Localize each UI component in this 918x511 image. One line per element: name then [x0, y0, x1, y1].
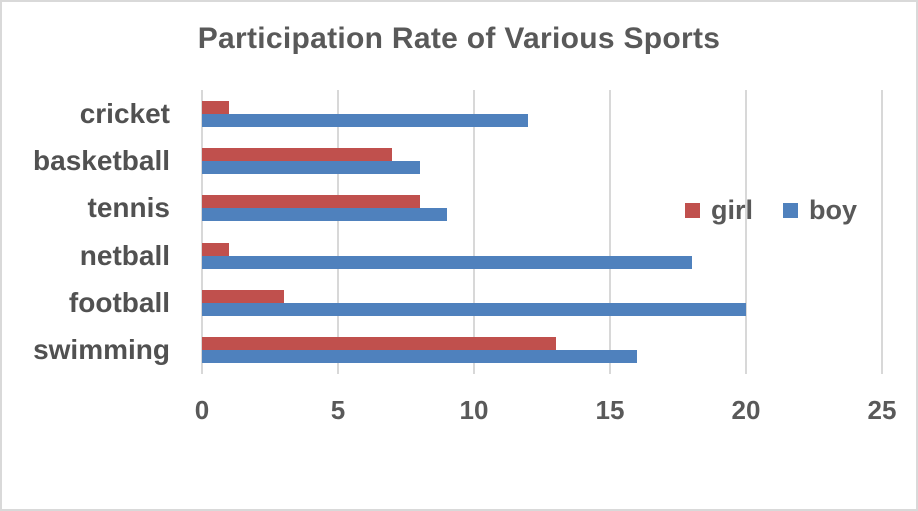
x-tick-label-20: 20 [731, 395, 761, 425]
bar-rows [202, 90, 882, 374]
bar-girl-basketball [202, 147, 393, 161]
category-label-netball: netball [79, 239, 170, 271]
bar-group-cricket [202, 90, 882, 137]
category-label-cricket: cricket [79, 97, 170, 129]
category-label-basketball: basketball [33, 144, 170, 176]
x-tick-label-5: 5 [330, 395, 346, 425]
bar-girl-football [202, 289, 284, 303]
bar-girl-netball [202, 242, 230, 256]
x-axis-tick-labels: 0 5 10 15 20 25 [195, 395, 897, 428]
gridline-15 [609, 90, 611, 374]
category-label-swimming: swimming [33, 334, 170, 366]
legend-item-boy: boy [783, 197, 857, 224]
bar-boy-basketball [202, 160, 420, 174]
category-label-football: football [68, 286, 170, 318]
chart-title: Participation Rate of Various Sports [197, 22, 721, 55]
bar-group-netball [202, 232, 882, 279]
gridline-5 [337, 90, 339, 374]
bar-girl-swimming [202, 337, 556, 351]
x-tick-label-0: 0 [194, 395, 210, 425]
legend-label-boy: boy [809, 195, 858, 225]
gridline-0 [201, 90, 203, 374]
bar-group-tennis [202, 185, 882, 232]
x-tick-label-10: 10 [459, 395, 489, 425]
legend-swatch-boy [783, 203, 799, 218]
bar-girl-cricket [202, 100, 230, 114]
legend-item-girl: girl [685, 197, 753, 224]
bar-boy-netball [202, 255, 692, 269]
bar-group-basketball [202, 137, 882, 184]
bar-group-football [202, 279, 882, 326]
x-tick-label-15: 15 [595, 395, 625, 425]
legend-swatch-girl [685, 203, 700, 218]
bar-boy-swimming [202, 350, 638, 364]
legend: girl boy [685, 197, 857, 224]
x-tick-label-25: 25 [867, 395, 897, 425]
bar-girl-tennis [202, 195, 420, 209]
gridline-10 [473, 90, 475, 374]
gridline-25 [881, 90, 883, 374]
bar-boy-football [202, 302, 746, 316]
bar-boy-cricket [202, 113, 529, 127]
plot-area [201, 90, 883, 374]
y-axis-category-labels: cricket basketball tennis netball football sw… [2, 90, 186, 374]
legend-label-girl: girl [711, 195, 754, 225]
category-label-tennis: tennis [87, 192, 170, 224]
gridline-20 [745, 90, 747, 374]
bar-boy-tennis [202, 208, 447, 222]
bar-group-swimming [202, 327, 882, 374]
